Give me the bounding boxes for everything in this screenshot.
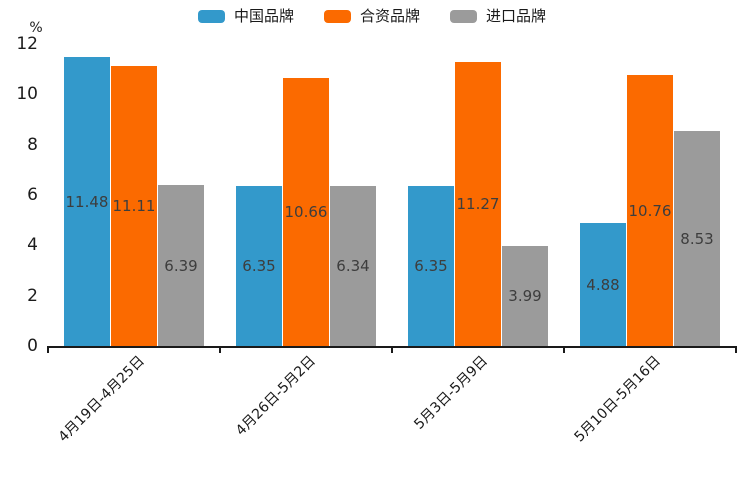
legend-label: 合资品牌 [359, 7, 420, 25]
x-axis-tick-mark [391, 347, 393, 353]
bar-value-label: 6.35 [242, 257, 276, 276]
y-axis-tick-label: 12 [16, 34, 38, 54]
bar-中国品牌-4 [580, 223, 626, 346]
bar-value-label: 6.35 [414, 257, 448, 276]
bar-value-label: 10.66 [284, 202, 328, 221]
bar-中国品牌-2 [236, 186, 282, 346]
bar-进口品牌-1 [158, 185, 204, 346]
bar-中国品牌-1 [64, 57, 110, 346]
y-axis-tick-label: 6 [27, 185, 38, 205]
bar-value-label: 3.99 [508, 286, 542, 305]
x-axis-category-label: 4月19日-4月25日 [55, 353, 148, 446]
legend-label: 进口品牌 [486, 7, 547, 25]
bar-进口品牌-2 [330, 186, 376, 346]
bar-合资品牌-4 [627, 75, 673, 346]
bar-value-label: 6.39 [164, 256, 198, 275]
x-axis-category-label: 5月10日-5月16日 [571, 353, 664, 446]
y-axis-tick-label: 2 [27, 285, 38, 306]
legend-label: 中国品牌 [233, 7, 294, 25]
y-axis-tick-label: 8 [27, 134, 38, 155]
x-axis-category-label: 5月3日-5月9日 [411, 353, 492, 433]
bar-value-label: 11.48 [65, 192, 109, 211]
legend-item-3[interactable]: 进口品牌 [450, 7, 546, 25]
bar-value-label: 6.34 [336, 257, 370, 276]
bar-合资品牌-2 [283, 77, 329, 346]
y-axis-tick-label: 4 [27, 235, 38, 256]
bar-value-label: 11.27 [456, 195, 500, 214]
legend: 中国品牌 合资品牌 进口品牌 [0, 6, 744, 26]
y-axis-tick-label: 0 [27, 336, 38, 356]
y-axis-tick-label: 10 [16, 84, 38, 105]
legend-marker-icon [450, 9, 477, 23]
x-axis-tick-mark [563, 347, 565, 353]
y-axis-unit-label: % [29, 20, 43, 36]
bar-合资品牌-1 [111, 66, 157, 346]
legend-marker-icon [323, 9, 351, 23]
legend-item-2[interactable]: 合资品牌 [323, 7, 420, 25]
legend-marker-icon [197, 9, 225, 23]
bar-进口品牌-4 [674, 131, 720, 346]
x-axis-tick-mark [219, 347, 221, 353]
x-axis-category-label: 4月26日-5月2日 [233, 353, 320, 439]
bar-value-label: 4.88 [586, 275, 620, 294]
x-axis-tick-mark [47, 347, 49, 353]
bar-中国品牌-3 [408, 186, 454, 346]
legend-item-1[interactable]: 中国品牌 [197, 7, 294, 25]
bar-进口品牌-3 [502, 245, 548, 346]
bar-value-label: 8.53 [680, 229, 714, 248]
x-axis-tick-mark [735, 347, 737, 353]
bar-value-label: 11.11 [112, 197, 156, 216]
bar-合资品牌-3 [455, 62, 501, 346]
bar-value-label: 10.76 [628, 201, 672, 220]
